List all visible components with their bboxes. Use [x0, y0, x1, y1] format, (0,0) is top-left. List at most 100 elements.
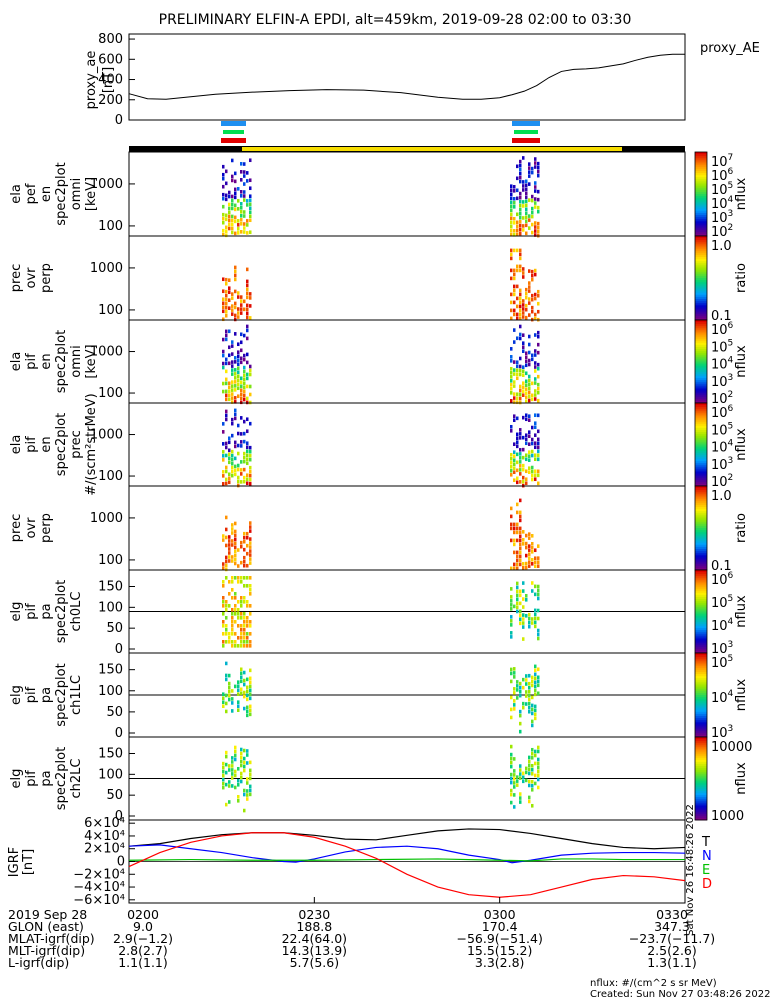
spectrogram-pixel — [225, 297, 228, 302]
colorbar-segment — [695, 181, 707, 184]
spectrogram-pixel — [522, 188, 525, 192]
spectrogram-pixel — [231, 360, 234, 364]
colorbar-segment — [695, 565, 707, 569]
spectrogram-pixel — [240, 472, 243, 476]
colorbar-segment — [695, 665, 707, 669]
spectrogram-pixel — [510, 800, 513, 805]
colorbar-segment — [695, 644, 707, 648]
spectrogram-pixel — [231, 214, 234, 219]
spectrogram-pixel — [528, 771, 531, 776]
spectrogram-pixel — [237, 782, 240, 787]
spectrogram-pixel — [516, 444, 519, 449]
spectrogram-pixel — [237, 692, 240, 696]
spectrogram-blob — [222, 408, 252, 488]
spectrogram-pixel — [246, 693, 249, 698]
spectrogram-pixel — [534, 592, 537, 597]
colorbar-segment — [695, 751, 707, 755]
spectrogram-pixel — [516, 296, 519, 301]
spectrogram-pixel — [225, 608, 228, 612]
spectrogram-pixel — [240, 396, 243, 401]
spectrogram-pixel — [525, 371, 528, 376]
spectrogram-pixel — [225, 567, 228, 572]
colorbar-segment — [695, 227, 707, 231]
colorbar-segment — [695, 156, 707, 159]
spectrogram-pixel — [240, 687, 243, 692]
pa-y-tick-label: 150 — [98, 663, 123, 678]
ephemeris-value: 188.8 — [296, 919, 332, 934]
spectrogram-pixel — [243, 596, 246, 600]
spectrogram-pixel — [537, 481, 540, 486]
spectrogram-pixel — [522, 479, 525, 484]
spectrogram-pixel — [528, 418, 531, 422]
spectrogram-pixel — [522, 369, 525, 373]
spectrogram-pixel — [234, 785, 237, 790]
spectrogram-pixel — [237, 475, 240, 480]
spectrogram-pixel — [525, 287, 528, 292]
spectrogram-pixel — [228, 353, 231, 358]
spectrogram-pixel — [243, 194, 246, 198]
spectrogram-pixel — [537, 628, 540, 633]
spectrogram-pixel — [243, 439, 246, 444]
spectrogram-pixel — [537, 342, 540, 347]
colorbar-segment — [695, 469, 707, 472]
spectrogram-pixel — [243, 377, 246, 382]
spectrogram-pixel — [510, 216, 513, 221]
spectrogram-pixel — [519, 609, 522, 614]
spectrogram-pixel — [519, 171, 522, 176]
spectrogram-pixel — [522, 685, 525, 690]
spectrogram-pixel — [537, 161, 540, 166]
spectrogram-pixel — [522, 156, 525, 160]
spectrogram-pixel — [510, 538, 513, 543]
spectrogram-pixel — [243, 353, 246, 358]
spectrogram-pixel — [510, 715, 513, 720]
colorbar-segment — [695, 741, 707, 744]
spectrogram-pixel — [522, 345, 525, 349]
igrf-y-tick-label: 0 — [117, 855, 125, 870]
panel-frame — [128, 319, 686, 404]
spectrogram-pixel — [522, 435, 525, 440]
spectrogram-pixel — [528, 466, 531, 470]
spectrogram-pixel — [234, 408, 237, 413]
spectrogram-pixel — [231, 304, 234, 308]
colorbar-segment — [695, 284, 707, 287]
spectrogram-pixel — [246, 324, 249, 329]
spectrogram-pixel — [510, 367, 513, 371]
spectrogram-pixel — [246, 336, 249, 341]
colorbar-segment — [695, 215, 707, 218]
colorbar-segment — [695, 749, 707, 753]
spectrogram-pixel — [531, 779, 534, 784]
spectrogram-pixel — [528, 442, 531, 446]
spectrogram-pixel — [528, 297, 531, 301]
panel-y-label: perp — [39, 263, 54, 293]
spectrogram-pixel — [231, 701, 234, 705]
spectrogram-pixel — [240, 432, 243, 436]
colorbar — [695, 486, 707, 571]
spectrogram-pixel — [237, 342, 240, 347]
spectrogram-pixel — [537, 441, 540, 446]
energy-y-tick-label: 1000 — [90, 261, 123, 276]
spectrogram-pixel — [525, 565, 528, 570]
ae-panel-frame — [128, 33, 686, 121]
colorbar-segment — [695, 530, 707, 533]
spectrogram-pixel — [240, 759, 243, 764]
spectrogram-pixel — [513, 454, 516, 459]
spectrogram-pixel — [231, 218, 234, 223]
spectrogram-pixel — [246, 287, 249, 292]
spectrogram-pixel — [513, 312, 516, 317]
panel-y-label: spec2plot — [54, 663, 69, 726]
spectrogram-pixel — [225, 277, 228, 282]
spectrogram-pixel — [237, 354, 240, 359]
spectrogram-pixel — [225, 770, 228, 775]
spectrogram-pixel — [240, 311, 243, 315]
spectrogram-pixel — [237, 576, 240, 580]
spectrogram-pixel — [240, 360, 243, 365]
colorbar-segment — [695, 394, 707, 398]
colorbar-segment — [695, 657, 707, 660]
spectrogram-pixel — [519, 518, 522, 523]
spectrogram-pixel — [234, 289, 237, 294]
spectrogram-pixel — [246, 473, 249, 478]
spectrogram-pixel — [528, 616, 531, 621]
colorbar-segment — [695, 166, 707, 170]
spectrogram-pixel — [222, 773, 225, 778]
